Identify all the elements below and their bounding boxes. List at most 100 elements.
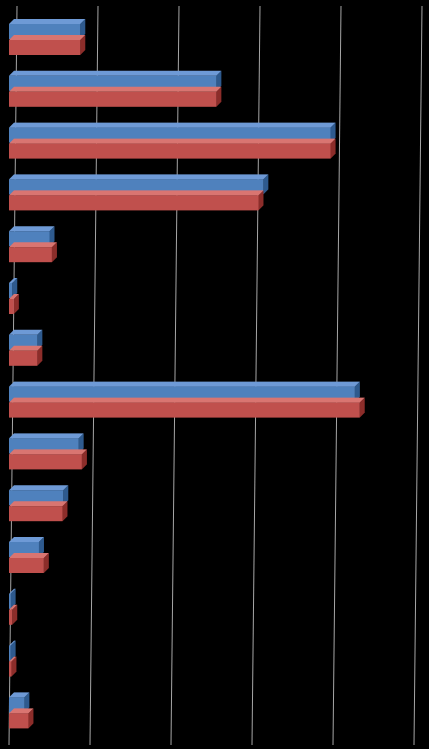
bar-top-face xyxy=(9,553,49,558)
bar-side-face xyxy=(216,86,222,107)
bar-top-face xyxy=(9,138,336,144)
bar-top-face xyxy=(9,294,19,299)
bar-side-face xyxy=(24,692,30,713)
bar-cat2-series2 xyxy=(9,86,222,107)
bar-side-face xyxy=(12,278,18,298)
bar-top-face xyxy=(9,19,86,24)
bar-side-face xyxy=(330,138,336,159)
bar-top-face xyxy=(9,278,18,283)
gridlines xyxy=(8,5,423,746)
bar-front-face xyxy=(9,350,38,366)
bar-top-face xyxy=(9,692,30,698)
bars xyxy=(9,19,365,729)
bar-side-face xyxy=(10,640,16,661)
bar-top-face xyxy=(9,708,34,714)
bar-cat10-series2 xyxy=(9,501,68,522)
bar-side-face xyxy=(81,449,87,470)
bar-front-face xyxy=(9,143,331,159)
bar-top-face xyxy=(9,588,16,594)
bar-side-face xyxy=(62,501,68,522)
bar-top-face xyxy=(9,226,55,232)
bar-side-face xyxy=(37,345,43,366)
bar-top-face xyxy=(9,604,18,610)
bar-side-face xyxy=(10,588,16,609)
bar-cat6-series1 xyxy=(9,278,18,298)
gridline-4 xyxy=(332,5,342,746)
bar-front-face xyxy=(9,299,14,314)
bar-cat5-series2 xyxy=(9,242,57,263)
bar-top-face xyxy=(9,433,84,439)
bar-cat3-series2 xyxy=(9,138,336,159)
bar-top-face xyxy=(9,35,86,40)
bar-front-face xyxy=(9,645,11,661)
bar-cat8-series2 xyxy=(9,397,365,418)
bar-top-face xyxy=(9,190,264,196)
bar-side-face xyxy=(354,381,360,402)
bar-top-face xyxy=(9,329,43,335)
bar-top-face xyxy=(9,449,87,455)
bar-side-face xyxy=(11,656,17,677)
bar-top-face xyxy=(9,86,222,92)
bar-top-face xyxy=(9,70,222,76)
bar-side-face xyxy=(216,70,222,91)
bar-front-face xyxy=(9,454,82,470)
bar-front-face xyxy=(9,609,13,625)
bar-front-face xyxy=(9,40,81,55)
bar-top-face xyxy=(9,485,69,491)
bar-side-face xyxy=(37,329,43,350)
gridline-2 xyxy=(170,5,180,746)
bar-side-face xyxy=(12,604,18,625)
bar-front-face xyxy=(9,661,12,677)
bar-side-face xyxy=(263,174,269,195)
bar-cat9-series2 xyxy=(9,449,87,470)
bar-cat12-series1 xyxy=(9,588,16,609)
bar-cat14-series2 xyxy=(9,708,34,729)
bar-cat1-series2 xyxy=(9,35,86,55)
bar-cat6-series2 xyxy=(9,294,19,314)
bar-top-face xyxy=(9,397,365,403)
bar-side-face xyxy=(38,537,44,557)
bar-top-face xyxy=(9,501,68,507)
bar-side-face xyxy=(80,19,86,39)
bar-cat12-series2 xyxy=(9,604,18,625)
bar-cat13-series1 xyxy=(9,640,16,661)
bar-side-face xyxy=(359,397,365,418)
bar-top-face xyxy=(9,122,336,128)
bar-side-face xyxy=(330,122,336,143)
bar-front-face xyxy=(9,283,13,298)
bar-side-face xyxy=(258,190,264,211)
bar-side-face xyxy=(49,226,55,247)
bar-top-face xyxy=(9,381,360,387)
bar-side-face xyxy=(13,294,19,314)
bar-side-face xyxy=(78,433,84,454)
bar-top-face xyxy=(9,656,17,662)
bar-side-face xyxy=(43,553,49,573)
bar-cat7-series2 xyxy=(9,345,43,366)
gridline-1 xyxy=(89,5,99,746)
bar-top-face xyxy=(9,174,269,180)
gridline-3 xyxy=(251,5,261,746)
bar-top-face xyxy=(9,242,57,248)
bar-front-face xyxy=(9,195,259,211)
bar-top-face xyxy=(9,640,16,646)
bar-cat4-series2 xyxy=(9,190,264,211)
bar-side-face xyxy=(28,708,34,729)
bar-front-face xyxy=(9,247,52,263)
gridline-5 xyxy=(413,5,423,746)
bar-cat13-series2 xyxy=(9,656,17,677)
bar-front-face xyxy=(9,713,29,729)
bar-side-face xyxy=(51,242,57,263)
bar-front-face xyxy=(9,593,11,609)
bar-front-face xyxy=(9,558,44,573)
bar-front-face xyxy=(9,506,63,522)
bar-front-face xyxy=(9,91,217,107)
bar-top-face xyxy=(9,537,44,542)
bar-side-face xyxy=(80,35,86,55)
bar-front-face xyxy=(9,402,360,418)
bar-side-face xyxy=(63,485,69,506)
bar-cat11-series2 xyxy=(9,553,49,573)
bar-top-face xyxy=(9,345,43,351)
gridline-0 xyxy=(8,5,18,746)
